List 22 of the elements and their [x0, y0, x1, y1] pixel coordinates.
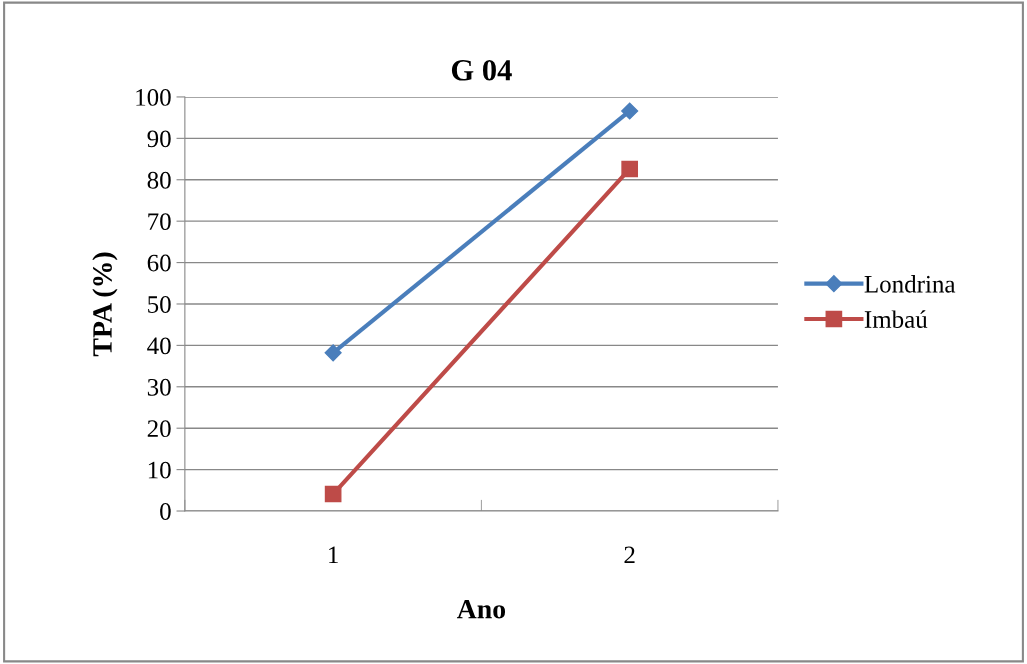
y-tick-label: 20 — [147, 420, 171, 438]
x-axis-title: Ano — [456, 599, 506, 619]
y-tick-label: 80 — [147, 171, 171, 189]
chart-title: G 04 — [451, 59, 512, 81]
y-tick-label: 30 — [147, 378, 171, 396]
y-tick-label: 100 — [136, 88, 171, 106]
y-tick-label: 50 — [148, 296, 171, 313]
point — [621, 160, 639, 178]
point — [324, 485, 342, 503]
y-tick-label: 60 — [147, 254, 171, 272]
legend-label: Londrina — [864, 275, 956, 293]
point — [324, 344, 342, 362]
legend-label: Imbaú — [864, 310, 928, 328]
y-axis-title: TPA (%) — [92, 252, 118, 357]
y-tick-label: 40 — [147, 337, 171, 355]
point — [621, 102, 639, 120]
y-tick-label: 10 — [148, 461, 171, 479]
x-tick-label: 2 — [624, 546, 635, 564]
y-tick-label: 0 — [160, 503, 171, 520]
x-tick-label: 1 — [329, 546, 338, 564]
y-tick-label: 90 — [147, 130, 171, 148]
y-tick-label: 70 — [148, 213, 171, 231]
